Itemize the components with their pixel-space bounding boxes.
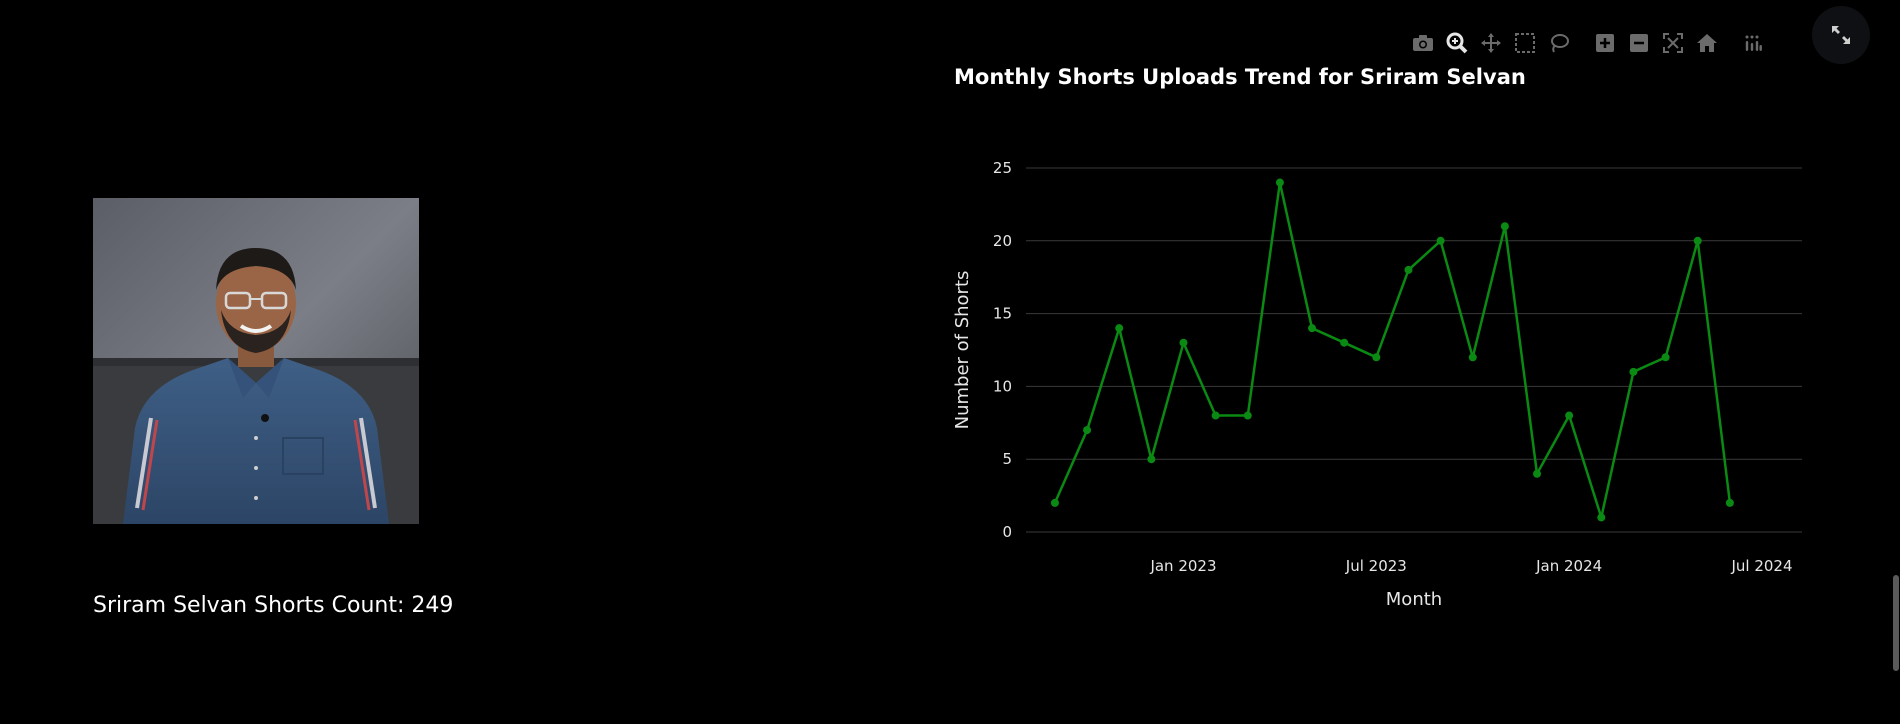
data-point [1629,367,1638,376]
y-axis-title: Number of Shorts [952,271,973,430]
person-portrait-icon [93,198,419,524]
y-tick-label: 10 [993,377,1012,395]
data-point [1436,236,1445,245]
x-tick-label: Jul 2024 [1730,557,1792,575]
y-tick-label: 0 [1002,523,1012,541]
reset-axes-icon[interactable] [1690,28,1724,58]
plotly-logo-icon[interactable] [1736,28,1770,58]
data-point [1083,426,1092,435]
data-point [1468,353,1477,362]
camera-icon[interactable] [1406,28,1440,58]
data-point [1500,222,1509,231]
data-point [1597,513,1606,522]
zoom-icon[interactable] [1440,28,1474,58]
data-point [1179,338,1188,347]
x-axis-title: Month [1386,589,1442,610]
data-point [1533,469,1542,478]
chart-title: Monthly Shorts Uploads Trend for Sriram … [954,65,1526,89]
data-point [1340,338,1349,347]
data-point [1275,178,1284,187]
autoscale-icon[interactable] [1656,28,1690,58]
data-point [1050,498,1059,507]
pan-icon[interactable] [1474,28,1508,58]
x-tick-label: Jul 2023 [1345,557,1407,575]
chart-container: 0 5 10 15 20 25 Jan 2023 Jul 2023 Jan 2024 Jul 20… [940,0,1870,640]
data-point [1243,411,1252,420]
zoom-in-icon[interactable] [1588,28,1622,58]
y-tick-label: 25 [993,159,1012,177]
expand-icon [1832,26,1850,44]
modebar [1406,28,1770,58]
data-point [1372,353,1381,362]
box-select-icon[interactable] [1508,28,1542,58]
data-point [1404,265,1413,274]
page-scrollbar[interactable] [1893,575,1899,671]
data-point [1565,411,1574,420]
data-point [1661,353,1670,362]
data-point [1147,455,1156,464]
data-point [1725,498,1734,507]
y-tick-label: 15 [993,305,1012,323]
data-point [1693,236,1702,245]
line-chart[interactable]: 0 5 10 15 20 25 Jan 2023 Jul 2023 Jan 2024 Jul 20… [940,0,1870,640]
data-point [1211,411,1220,420]
lasso-select-icon[interactable] [1542,28,1576,58]
y-tick-label: 20 [993,232,1012,250]
x-tick-label: Jan 2024 [1535,557,1602,575]
y-tick-label: 5 [1002,450,1012,468]
series-line [1053,181,1732,519]
fullscreen-button[interactable] [1812,6,1870,64]
zoom-out-icon[interactable] [1622,28,1656,58]
data-point [1308,324,1317,333]
x-tick-label: Jan 2023 [1149,557,1216,575]
data-point [1115,324,1124,333]
profile-photo [93,198,419,524]
shorts-count-label: Sriram Selvan Shorts Count: 249 [93,593,454,618]
